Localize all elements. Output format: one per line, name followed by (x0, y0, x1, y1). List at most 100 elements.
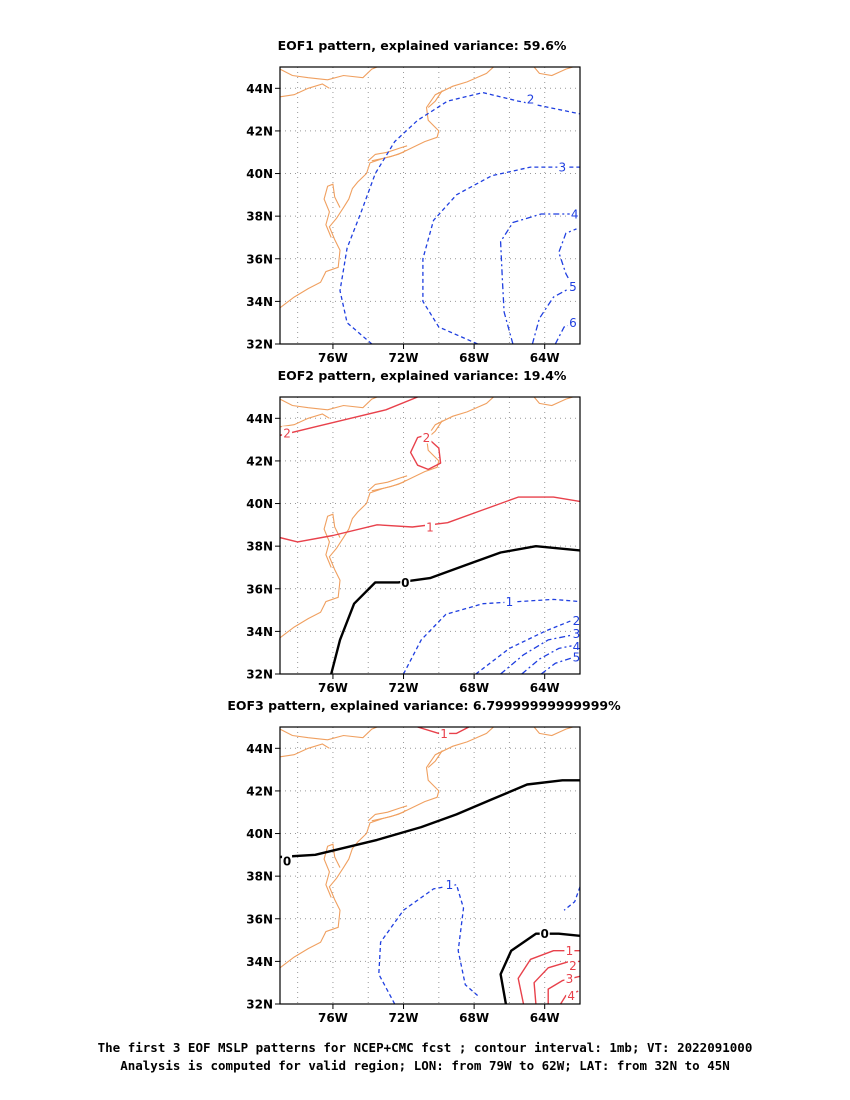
contour-label-bg (564, 943, 575, 957)
eof2-panel: EOF2 pattern, explained variance: 19.4% … (246, 368, 581, 695)
y-tick-label: 36N (246, 252, 273, 266)
contour-label: 1 (446, 878, 454, 892)
contour-line (378, 884, 479, 1004)
contour-label-bg (571, 626, 580, 640)
contour-line (499, 213, 577, 344)
x-tick-label: 64W (530, 351, 560, 365)
x-tick-label: 76W (318, 1011, 348, 1025)
contour-label-bg (557, 160, 568, 174)
contour-label: 2 (423, 431, 431, 445)
y-tick-label: 40N (246, 497, 273, 511)
y-tick-label: 32N (246, 668, 273, 682)
coastline (371, 149, 406, 162)
coastline (371, 809, 406, 822)
contour-label: 0 (401, 576, 409, 590)
contour-label-bg (571, 649, 580, 663)
coastline (371, 479, 406, 492)
contour-label: 5 (569, 280, 577, 294)
y-tick-label: 34N (246, 295, 273, 309)
contour-line (521, 643, 580, 674)
contour-label-bg (400, 575, 411, 589)
contour-label-bg (571, 613, 580, 627)
contour-label-bg (567, 279, 578, 293)
contour-line (402, 598, 580, 674)
contour-label: 1 (506, 595, 514, 609)
coastline (280, 727, 378, 741)
coastline (367, 805, 408, 822)
contour-label: 2 (527, 92, 535, 106)
y-tick-label: 38N (246, 210, 273, 224)
contour-label: 5 (573, 650, 581, 664)
contour-label: 2 (573, 614, 581, 628)
caption-line-2: Analysis is computed for valid region; L… (120, 1058, 730, 1073)
eof1-panel: EOF1 pattern, explained variance: 59.6% … (246, 38, 581, 365)
contour-line (517, 950, 580, 1004)
coastline (533, 727, 574, 737)
contour-line (422, 166, 580, 344)
contour-label: 1 (440, 727, 448, 741)
y-tick-label: 44N (246, 82, 273, 96)
contour-label: 2 (283, 427, 291, 441)
coastline (280, 743, 330, 758)
coastline (367, 475, 408, 492)
contour-line (563, 886, 580, 911)
contour-label-bg (525, 91, 536, 105)
contour-label: 0 (283, 855, 291, 869)
contour-label-bg (567, 315, 578, 329)
contour-line (280, 397, 418, 437)
y-tick-label: 42N (246, 454, 273, 468)
plot-frame (279, 396, 581, 675)
contour-label: 3 (559, 161, 567, 175)
coastline (323, 183, 341, 238)
plot-frame (279, 66, 581, 345)
contour-label-bg (282, 426, 293, 440)
coastline (280, 727, 494, 969)
y-tick-label: 42N (246, 784, 273, 798)
x-tick-label: 68W (459, 1011, 489, 1025)
eof3-title: EOF3 pattern, explained variance: 6.7999… (227, 698, 621, 713)
coastline (280, 67, 378, 81)
contour-line (499, 932, 580, 1004)
x-tick-label: 68W (459, 351, 489, 365)
y-tick-label: 34N (246, 625, 273, 639)
y-tick-label: 32N (246, 998, 273, 1012)
coastline (533, 397, 574, 407)
y-tick-label: 40N (246, 167, 273, 181)
contour-label-bg (539, 926, 550, 940)
x-tick-label: 64W (530, 681, 560, 695)
eof1-title: EOF1 pattern, explained variance: 59.6% (278, 38, 567, 53)
contour-label: 6 (569, 316, 577, 330)
y-tick-label: 36N (246, 582, 273, 596)
contour-label-bg (567, 958, 578, 972)
coastline (280, 83, 330, 98)
contour-line (475, 617, 580, 674)
contour-label: 1 (426, 520, 434, 534)
x-tick-label: 76W (318, 681, 348, 695)
contour-label-bg (439, 727, 450, 740)
contour-label: 4 (571, 208, 579, 222)
contour-label: 0 (541, 927, 549, 941)
x-tick-label: 76W (318, 351, 348, 365)
contour-line (531, 228, 577, 344)
coastline (427, 750, 443, 768)
eof3-panel: EOF3 pattern, explained variance: 6.7999… (227, 698, 621, 1025)
y-tick-label: 38N (246, 540, 273, 554)
contour-label-bg (444, 877, 455, 891)
coastline (280, 397, 378, 411)
contour-label: 3 (566, 972, 574, 986)
contour-label-bg (282, 854, 293, 868)
contour-label: 4 (567, 989, 575, 1003)
y-tick-label: 36N (246, 912, 273, 926)
caption-line-1: The first 3 EOF MSLP patterns for NCEP+C… (97, 1040, 753, 1055)
contour-line (409, 434, 442, 471)
y-tick-label: 34N (246, 955, 273, 969)
y-tick-label: 44N (246, 742, 273, 756)
contour-line (554, 322, 577, 344)
coastline (427, 90, 443, 108)
x-tick-label: 72W (389, 351, 419, 365)
contour-line (339, 91, 580, 344)
coastline (533, 67, 574, 77)
contour-label: 4 (573, 640, 581, 654)
